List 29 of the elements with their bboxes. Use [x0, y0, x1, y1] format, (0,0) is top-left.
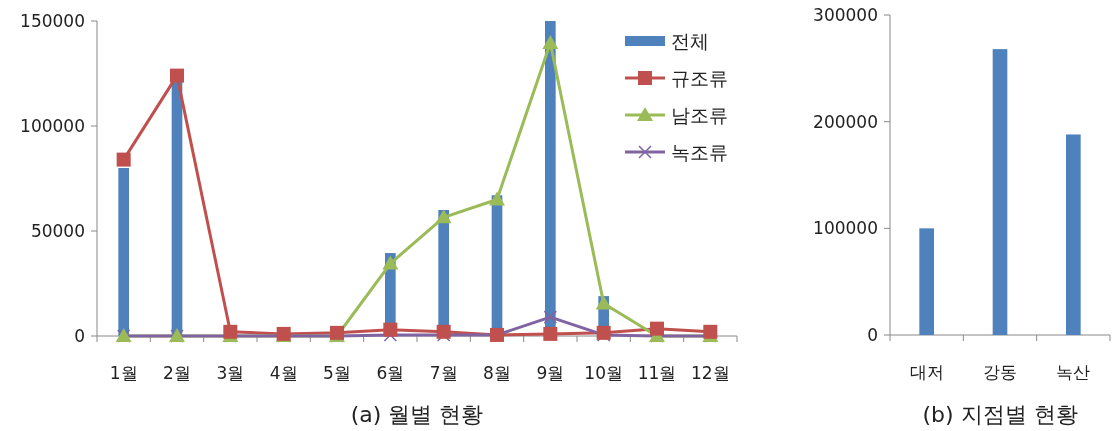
text: (a) 월별 현황	[350, 402, 484, 427]
x-tick-label: 2월	[163, 363, 191, 383]
y-tick-label: 0	[867, 325, 878, 345]
x-tick-label: 10월	[584, 363, 623, 383]
x-tick-label: 3월	[216, 363, 245, 383]
y-tick-label: 50000	[30, 221, 85, 241]
x-tick-label: 대저	[909, 362, 944, 382]
x-tick-label: 7월	[429, 363, 458, 383]
legend-label: 남조류	[671, 104, 728, 126]
x-tick-label: 11월	[637, 363, 677, 383]
y-tick-label: 300000	[813, 5, 878, 25]
legend-label: 녹조류	[671, 141, 728, 163]
x-tick-label: 4월	[269, 363, 298, 383]
x-tick-label: 강동	[983, 362, 1017, 382]
x-tick-label: 12월	[691, 363, 730, 383]
y-tick-label: 100000	[20, 116, 85, 136]
x-tick-label: 8월	[483, 363, 511, 383]
y-tick-label: 150000	[20, 11, 85, 31]
x-tick-label: 1월	[109, 363, 138, 383]
legend-label: 전체	[671, 30, 709, 52]
x-tick-label: 6월	[376, 363, 405, 383]
y-tick-label: 100000	[813, 218, 878, 239]
x-tick-label: 5월	[323, 363, 351, 383]
x-tick-label: 9월	[536, 363, 565, 383]
legend-label: 규조류	[671, 67, 728, 89]
y-tick-label: 200000	[813, 111, 878, 132]
y-tick-label: 0	[74, 326, 85, 346]
text: (b) 지점별 현황	[922, 402, 1078, 427]
x-tick-label: 녹산	[1056, 362, 1091, 382]
